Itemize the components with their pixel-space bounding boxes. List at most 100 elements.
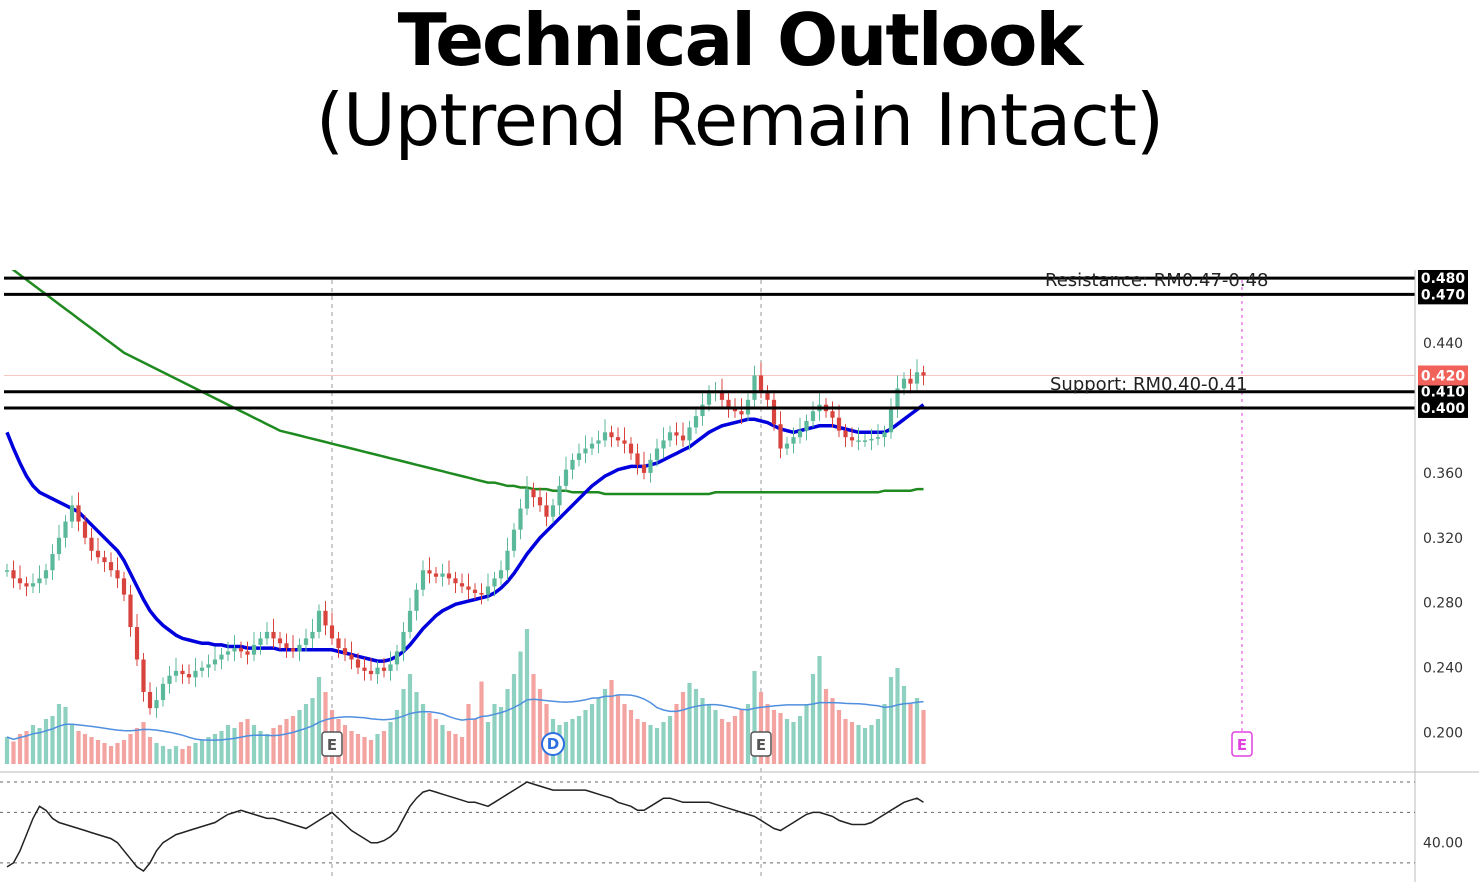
volume-bar	[154, 743, 159, 764]
candle-body	[115, 570, 120, 579]
candle-body	[264, 631, 270, 639]
candle-body	[557, 485, 562, 506]
volume-bar	[745, 704, 751, 764]
candle-body	[882, 432, 887, 438]
candle-body	[797, 430, 803, 438]
candle-body	[908, 378, 913, 384]
y-tick-label: 0.440	[1423, 336, 1463, 352]
candle-body	[297, 644, 302, 652]
chart-background	[0, 270, 1479, 882]
candle-body	[531, 489, 536, 498]
volume-bar	[108, 746, 114, 764]
candle-body	[420, 570, 426, 590]
volume-bar	[622, 704, 627, 764]
candle-body	[167, 675, 172, 684]
candle-body	[862, 440, 868, 442]
level-label: 0.480	[1421, 271, 1466, 287]
candle-body	[914, 372, 920, 384]
volume-bar	[908, 704, 913, 764]
candle-body	[765, 391, 770, 400]
candle-body	[11, 570, 16, 579]
volume-bar	[537, 689, 543, 764]
candle-body	[550, 505, 556, 517]
candle-body	[498, 570, 504, 579]
volume-bar	[388, 722, 393, 764]
candle-body	[232, 648, 237, 652]
volume-bar	[167, 749, 172, 764]
candle-body	[726, 399, 731, 408]
volume-bar	[713, 710, 718, 764]
volume-bar	[771, 710, 777, 764]
volume-bar	[147, 737, 153, 764]
candle-body	[362, 667, 367, 671]
candle-body	[173, 670, 179, 676]
candle-body	[466, 586, 471, 590]
level-label-box	[1418, 397, 1468, 418]
level-label-box	[1418, 381, 1468, 402]
volume-bar	[76, 731, 81, 764]
candle-body	[609, 432, 614, 438]
volume-bar	[37, 728, 42, 764]
volume-bar	[563, 722, 569, 764]
volume-bar	[433, 719, 439, 764]
candle-body	[576, 453, 582, 460]
candle-body	[388, 664, 393, 671]
volume-bar	[290, 716, 296, 764]
candle-body	[251, 644, 257, 655]
candle-body	[622, 440, 627, 444]
volume-bar	[180, 749, 185, 764]
volume-bar	[82, 734, 88, 764]
volume-bar	[654, 728, 660, 764]
candle-body	[596, 440, 601, 444]
earnings-marker-label: E	[756, 736, 766, 754]
candle-body	[648, 459, 653, 473]
volume-bar	[459, 737, 465, 764]
volume-bar	[401, 689, 406, 764]
volume-bar	[719, 719, 725, 764]
volume-bar	[589, 704, 595, 764]
volume-bar	[641, 722, 647, 764]
volume-bar	[849, 722, 855, 764]
volume-bar	[583, 710, 588, 764]
volume-bar	[661, 722, 666, 764]
volume-bar	[4, 737, 10, 764]
volume-bar	[349, 731, 354, 764]
candle-body	[518, 508, 523, 530]
candle-body	[50, 554, 55, 571]
candle-body	[661, 440, 666, 449]
candle-body	[869, 438, 874, 441]
volume-ma-line	[6, 694, 924, 741]
volume-bar	[732, 716, 738, 764]
candle-body	[453, 578, 458, 584]
volume-bar	[830, 698, 835, 764]
candle-body	[141, 659, 146, 692]
candle-body	[76, 505, 81, 522]
candle-body	[284, 643, 289, 649]
volume-bar	[212, 734, 218, 764]
candle-body	[219, 654, 224, 660]
volume-bar	[485, 722, 491, 764]
volume-bar	[238, 722, 244, 764]
candle-body	[355, 659, 361, 668]
rsi-line	[6, 781, 924, 872]
volume-bar	[778, 713, 783, 764]
y-tick-label: 0.240	[1423, 661, 1463, 677]
volume-bar	[394, 710, 400, 764]
ma-slow-line	[11, 270, 924, 496]
volume-bar	[882, 704, 887, 764]
candle-body	[563, 469, 569, 486]
volume-bar	[726, 722, 731, 764]
candle-body	[752, 375, 757, 400]
candle-body	[134, 627, 140, 660]
candle-body	[641, 464, 647, 473]
candle-body	[89, 537, 94, 551]
volume-bar	[466, 704, 471, 764]
candle-body	[160, 683, 166, 701]
candle-body	[693, 416, 699, 428]
volume-bar	[173, 746, 179, 764]
candle-body	[212, 659, 218, 665]
candle-body	[199, 667, 205, 671]
candle-body	[505, 550, 510, 571]
candle-body	[544, 505, 549, 517]
